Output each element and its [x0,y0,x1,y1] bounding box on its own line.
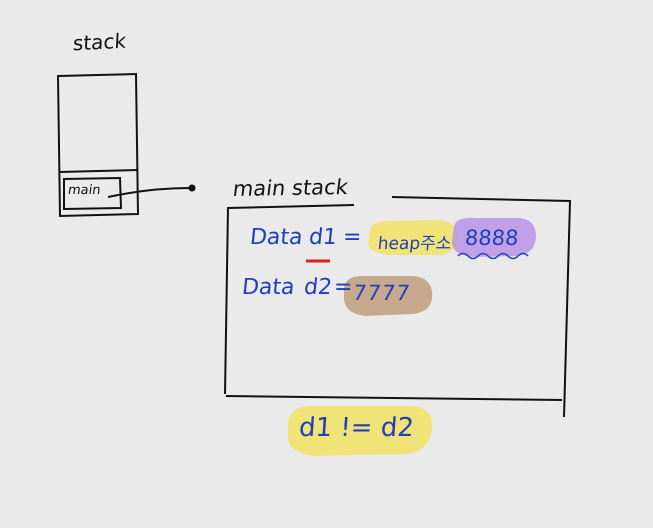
pointer-arrow-line [107,187,191,198]
pointer-arrow-dot [188,184,196,192]
line1-equals: = [343,225,362,250]
line1-type: Data [248,225,304,250]
line2-type: Data [240,275,296,300]
line2-variable: d2 [302,275,334,300]
line2-equals: = [334,275,353,300]
main-frame-box [63,176,123,211]
stack-title: stack [72,28,127,56]
main-stack-frame [224,196,572,418]
main-stack-title: main stack [231,174,350,202]
line1-variable: d1 [307,225,339,250]
main-frame-label: main [66,183,102,198]
heap-highlight-yellow [368,220,458,255]
address-squiggle [457,252,529,260]
comparison-expression: d1 != d2 [297,413,415,443]
comparison-highlight-yellow [288,406,432,456]
address-highlight-purple [452,217,536,257]
line2-address: 7777 [351,281,413,305]
stack-box [56,72,140,218]
address2-highlight-brown [344,276,433,316]
line1-address: 8888 [464,226,520,250]
line1-heap-label: heap주소 [376,234,453,254]
stack-box-divider [58,169,138,173]
